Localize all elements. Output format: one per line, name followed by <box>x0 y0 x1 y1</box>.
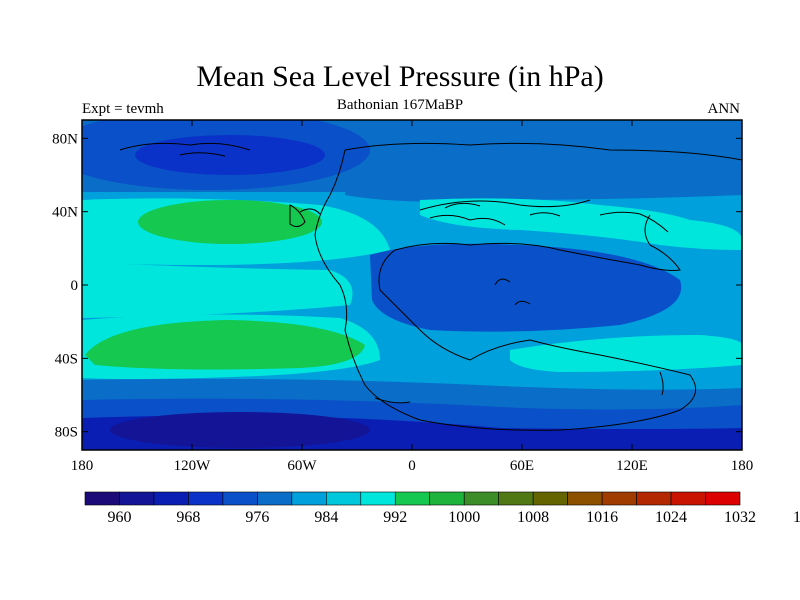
colorbar: 960 968 976 984 992 1000 1008 1016 1024 1032 1040 <box>84 491 800 526</box>
coastlines <box>119 142 742 431</box>
colorbar-swatch <box>326 491 362 506</box>
colorbar-swatch <box>119 491 155 506</box>
colorbar-swatch <box>291 491 327 506</box>
lat-tick-label: 80N <box>52 131 78 147</box>
colorbar-swatch <box>601 491 637 506</box>
colorbar-swatch <box>705 491 741 506</box>
colorbar-label: 984 <box>314 509 338 526</box>
equatorial-low <box>370 243 682 332</box>
south-east-cyan <box>510 335 742 372</box>
lat-tick-label: 40S <box>55 351 78 367</box>
lat-tick-label: 40N <box>52 205 78 221</box>
colorbar-swatch <box>153 491 189 506</box>
colorbar-swatch <box>429 491 465 506</box>
colorbar-swatch <box>567 491 603 506</box>
colorbar-swatch <box>360 491 396 506</box>
lon-tick-label: 180 <box>71 458 94 474</box>
southern-low-core <box>110 412 370 448</box>
north-pacific-low-core <box>135 135 325 175</box>
colorbar-swatch <box>532 491 568 506</box>
equatorial-cyan <box>82 262 353 318</box>
colorbar-swatch <box>463 491 499 506</box>
map-subtitle: Bathonian 167MaBP <box>336 97 464 113</box>
longitude-axis: 180 120W 60W 0 60E 120E 180 <box>71 120 754 474</box>
colorbar-label: 1016 <box>586 509 618 526</box>
colorbar-label: 1040 <box>793 509 800 526</box>
colorbar-label: 968 <box>176 509 200 526</box>
colorbar-swatch <box>84 491 120 506</box>
colorbar-swatch <box>394 491 431 506</box>
colorbar-swatch <box>636 491 672 506</box>
north-band-east <box>345 150 742 202</box>
south-subtropical-high <box>85 320 365 370</box>
lon-tick-label: 120E <box>616 458 648 474</box>
colorbar-label: 960 <box>107 509 131 526</box>
lat-tick-label: 80S <box>55 425 78 441</box>
lon-tick-label: 60E <box>510 458 534 474</box>
lat-tick-label: 0 <box>71 278 79 294</box>
colorbar-swatch <box>498 491 534 506</box>
colorbar-swatch <box>257 491 293 506</box>
lon-tick-label: 180 <box>731 458 754 474</box>
colorbar-label: 976 <box>245 509 269 526</box>
lon-tick-label: 0 <box>408 458 416 474</box>
colorbar-swatch <box>222 491 258 506</box>
colorbar-label: 992 <box>383 509 407 526</box>
north-subtropical-high <box>138 200 322 244</box>
lon-tick-label: 60W <box>287 458 317 474</box>
map-title: Mean Sea Level Pressure (in hPa) <box>196 60 604 93</box>
season-label: ANN <box>707 101 741 117</box>
pressure-field <box>82 120 742 450</box>
colorbar-label: 1000 <box>448 509 480 526</box>
latitude-axis: 80N 40N 0 40S 80S <box>52 131 742 441</box>
east-subtropical-cyan <box>420 198 742 250</box>
colorbar-label: 1024 <box>655 509 687 526</box>
colorbar-label: 1008 <box>517 509 549 526</box>
colorbar-swatch <box>670 491 706 506</box>
east-cyan-patch <box>588 218 652 238</box>
colorbar-label: 1032 <box>724 509 756 526</box>
lon-tick-label: 120W <box>174 458 212 474</box>
colorbar-swatch <box>188 491 224 506</box>
experiment-label: Expt = tevmh <box>82 101 164 117</box>
